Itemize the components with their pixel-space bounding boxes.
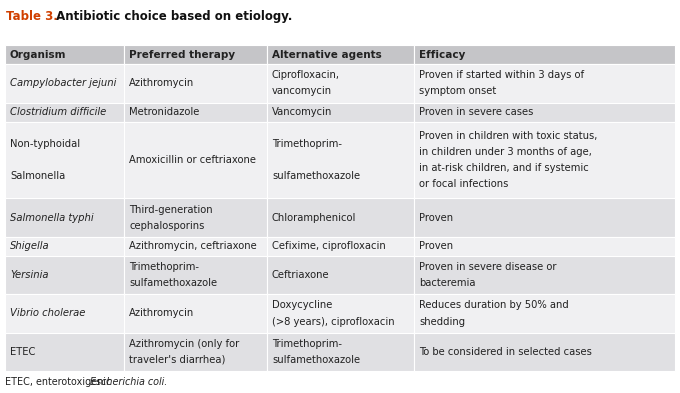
Bar (267, 103, 414, 122)
Text: vancomycin: vancomycin (272, 86, 332, 96)
Text: Ceftriaxone: Ceftriaxone (272, 270, 330, 280)
Bar (414, 198, 675, 237)
Bar (5, 237, 124, 256)
Text: Third-generation: Third-generation (129, 204, 213, 215)
Bar (414, 64, 675, 103)
Text: Proven in children with toxic status,: Proven in children with toxic status, (420, 131, 598, 141)
Bar (5, 103, 124, 122)
Text: (>8 years), ciprofloxacin: (>8 years), ciprofloxacin (272, 316, 394, 327)
Text: To be considered in selected cases: To be considered in selected cases (420, 347, 592, 357)
Text: bacteremia: bacteremia (420, 278, 476, 288)
Bar (267, 122, 414, 198)
Text: symptom onset: symptom onset (420, 86, 496, 96)
Text: Azithromycin: Azithromycin (129, 309, 194, 318)
Text: Vancomycin: Vancomycin (272, 107, 333, 117)
Text: Escherichia coli.: Escherichia coli. (90, 377, 167, 387)
Text: sulfamethoxazole: sulfamethoxazole (272, 171, 360, 181)
Text: Trimethoprim-: Trimethoprim- (272, 339, 342, 349)
Text: Efficacy: Efficacy (420, 50, 466, 60)
Text: Doxycycline: Doxycycline (272, 300, 333, 310)
Bar (124, 332, 267, 371)
Text: cephalosporins: cephalosporins (129, 220, 205, 231)
Text: Table 3.: Table 3. (6, 10, 58, 23)
Text: Organism: Organism (10, 50, 67, 60)
Text: Azithromycin: Azithromycin (129, 78, 194, 88)
Text: in at-risk children, and if systemic: in at-risk children, and if systemic (420, 163, 589, 173)
Bar (124, 237, 267, 256)
Text: Antibiotic choice based on etiology.: Antibiotic choice based on etiology. (52, 10, 292, 23)
Bar (5, 332, 124, 371)
Bar (414, 256, 675, 294)
Bar (267, 45, 414, 64)
Text: Trimethoprim-: Trimethoprim- (272, 139, 342, 149)
Text: Proven: Proven (420, 213, 454, 222)
Bar (124, 294, 267, 332)
Text: sulfamethoxazole: sulfamethoxazole (129, 278, 218, 288)
Bar (124, 64, 267, 103)
Bar (414, 237, 675, 256)
Text: Alternative agents: Alternative agents (272, 50, 381, 60)
Bar (124, 45, 267, 64)
Bar (5, 198, 124, 237)
Bar (124, 122, 267, 198)
Text: Preferred therapy: Preferred therapy (129, 50, 235, 60)
Text: Metronidazole: Metronidazole (129, 107, 200, 117)
Text: Yersinia: Yersinia (10, 270, 48, 280)
Text: Trimethoprim-: Trimethoprim- (129, 262, 199, 272)
Bar (267, 294, 414, 332)
Text: Proven if started within 3 days of: Proven if started within 3 days of (420, 70, 585, 80)
Bar (267, 237, 414, 256)
Text: Chloramphenicol: Chloramphenicol (272, 213, 356, 222)
Text: Proven in severe disease or: Proven in severe disease or (420, 262, 557, 272)
Bar (414, 294, 675, 332)
Text: shedding: shedding (420, 316, 466, 327)
Bar (124, 256, 267, 294)
Text: in children under 3 months of age,: in children under 3 months of age, (420, 147, 592, 157)
Bar (414, 332, 675, 371)
Text: Azithromycin (only for: Azithromycin (only for (129, 339, 239, 349)
Text: Salmonella: Salmonella (10, 171, 65, 181)
Text: ETEC, enterotoxigenic: ETEC, enterotoxigenic (5, 377, 114, 387)
Text: traveler's diarrhea): traveler's diarrhea) (129, 355, 226, 365)
Bar (267, 332, 414, 371)
Bar (124, 198, 267, 237)
Text: Shigella: Shigella (10, 241, 50, 252)
Bar (414, 45, 675, 64)
Text: Amoxicillin or ceftriaxone: Amoxicillin or ceftriaxone (129, 155, 256, 165)
Text: Salmonella typhi: Salmonella typhi (10, 213, 94, 222)
Bar (5, 256, 124, 294)
Bar (267, 64, 414, 103)
Bar (5, 45, 124, 64)
Text: Non-typhoidal: Non-typhoidal (10, 139, 80, 149)
Bar (5, 294, 124, 332)
Text: sulfamethoxazole: sulfamethoxazole (272, 355, 360, 365)
Text: Ciprofloxacin,: Ciprofloxacin, (272, 70, 340, 80)
Text: Proven: Proven (420, 241, 454, 252)
Text: or focal infections: or focal infections (420, 179, 509, 189)
Text: Azithromycin, ceftriaxone: Azithromycin, ceftriaxone (129, 241, 257, 252)
Bar (267, 256, 414, 294)
Text: Cefixime, ciprofloxacin: Cefixime, ciprofloxacin (272, 241, 386, 252)
Text: Campylobacter jejuni: Campylobacter jejuni (10, 78, 116, 88)
Bar (124, 103, 267, 122)
Text: ETEC: ETEC (10, 347, 35, 357)
Bar (5, 122, 124, 198)
Text: Clostridium difficile: Clostridium difficile (10, 107, 106, 117)
Text: Vibrio cholerae: Vibrio cholerae (10, 309, 86, 318)
Bar (414, 122, 675, 198)
Bar (5, 64, 124, 103)
Bar (267, 198, 414, 237)
Text: Reduces duration by 50% and: Reduces duration by 50% and (420, 300, 569, 310)
Text: Proven in severe cases: Proven in severe cases (420, 107, 534, 117)
Bar (414, 103, 675, 122)
